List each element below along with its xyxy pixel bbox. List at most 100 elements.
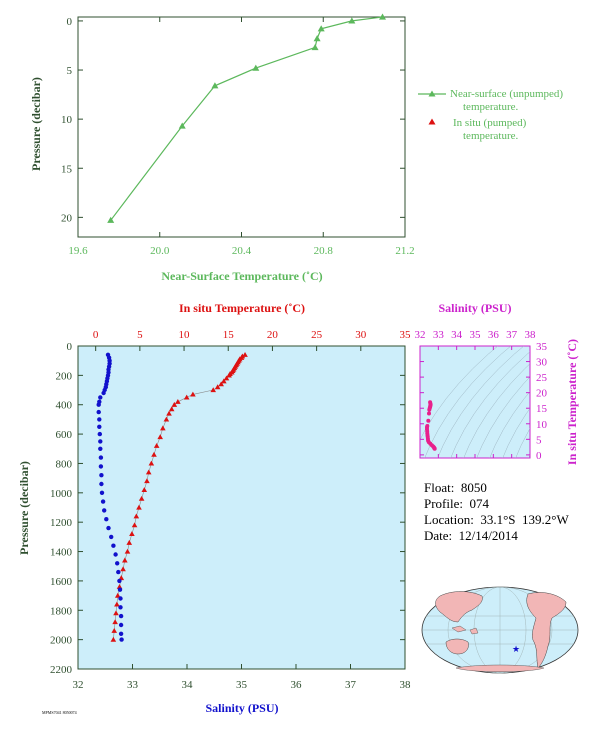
salinity-point <box>106 525 111 531</box>
legend-label-in-situ-2: temperature. <box>463 130 519 142</box>
temperature-point <box>122 557 128 563</box>
salinity-point <box>102 508 107 513</box>
temperature-point <box>110 636 117 642</box>
salinity-point <box>99 473 104 478</box>
top-chart-ytick-label: 5 <box>67 65 73 77</box>
temperature-point <box>183 394 190 400</box>
salinity-point <box>115 561 120 566</box>
ts-ytick-label: 20 <box>536 388 548 400</box>
temperature-point <box>116 583 123 589</box>
near-surface-point <box>379 13 387 20</box>
salinity-point <box>119 637 124 642</box>
profile-bottom-tick-label: 38 <box>400 679 412 691</box>
near-surface-point <box>211 82 219 89</box>
profile-chart: 0 5 10 15 20 25 30 35 32 33 34 35 36 37 38 0 200 400 600 80… <box>50 329 411 691</box>
near-surface-point <box>178 122 186 129</box>
salinity-point <box>99 481 104 487</box>
ts-xtick-label: 32 <box>415 329 426 341</box>
ts-ytick-label: 15 <box>536 403 548 415</box>
float-location: Location: 33.1°S 139.2°W <box>424 512 569 527</box>
top-chart-xtick-label: 20.0 <box>150 245 170 257</box>
temperature-point <box>145 469 152 475</box>
ts-ytick-label: 10 <box>536 419 548 431</box>
top-chart-xlabel: Near-Surface Temperature (˚C) <box>161 269 322 283</box>
profile-ytick-label: 1600 <box>50 576 73 588</box>
salinity-point <box>97 431 103 437</box>
ts-isopycnal-line <box>450 351 530 458</box>
salinity-point <box>109 534 114 540</box>
map-land-antarctica <box>455 664 545 672</box>
ts-xtick-label: 33 <box>433 329 445 341</box>
temperature-point <box>157 434 163 440</box>
profile-number: Profile: 074 <box>424 496 489 511</box>
ts-isopycnal-line <box>502 407 530 458</box>
legend-label-in-situ: In situ (pumped) <box>453 117 527 129</box>
near-surface-point <box>311 43 319 51</box>
temperature-point <box>223 375 230 381</box>
profile-top-tick-label: 20 <box>267 329 279 341</box>
ts-point <box>427 411 431 416</box>
profile-ytick-label: 1200 <box>50 517 73 529</box>
ts-isopycnal-line <box>437 346 525 458</box>
footer-code: MPMS7041 8050074 <box>42 710 77 715</box>
temperature-point <box>218 381 224 387</box>
ts-point <box>432 446 437 451</box>
ts-xtick-label: 34 <box>451 329 463 341</box>
temperature-point <box>151 451 157 457</box>
legend-label-near-surface-2: temperature. <box>463 101 519 113</box>
temperature-point <box>141 487 148 492</box>
top-chart-frame <box>77 16 406 238</box>
salinity-point <box>97 417 102 422</box>
salinity-point <box>118 596 123 601</box>
ts-isopycnal-line <box>424 346 512 458</box>
ts-xtick-label: 37 <box>506 329 518 341</box>
map-land-australia <box>445 638 469 655</box>
top-chart-ytick-label: 0 <box>67 16 73 28</box>
near-surface-point <box>348 17 356 24</box>
ts-xtick-label: 36 <box>488 329 500 341</box>
ts-ytick-label: 0 <box>536 450 542 462</box>
profile-top-axis-label: In situ Temperature (˚C) <box>179 301 305 315</box>
temperature-point <box>171 401 178 407</box>
near-surface-series-line <box>110 16 383 221</box>
profile-ytick-label: 2000 <box>50 635 73 647</box>
temperature-point <box>221 378 227 384</box>
temperature-point <box>153 443 160 448</box>
ts-xtick-label: 35 <box>470 329 482 341</box>
salinity-point <box>116 569 121 575</box>
profile-ytick-label: 200 <box>56 370 73 382</box>
top-chart-ytick-label: 20 <box>61 212 73 224</box>
profile-ytick-label: 1400 <box>50 547 73 559</box>
temperature-point <box>133 513 140 519</box>
profile-plot-area <box>77 345 406 670</box>
salinity-point <box>96 402 101 407</box>
profile-ytick-label: 800 <box>56 458 73 470</box>
near-surface-point <box>313 35 321 42</box>
top-chart-legend: Near-surface (unpumped) temperature. In … <box>418 88 563 142</box>
top-chart-xtick-label: 19.6 <box>68 245 88 257</box>
map-land-indonesia <box>451 625 479 635</box>
ts-point <box>426 418 431 423</box>
map-land-americas <box>526 592 567 669</box>
salinity-point <box>96 409 101 415</box>
salinity-point <box>118 622 124 628</box>
temperature-point <box>131 522 138 528</box>
profile-ytick-label: 1000 <box>50 488 73 500</box>
ts-isopycnal-line <box>489 391 530 458</box>
profile-ytick-label: 0 <box>67 341 73 353</box>
salinity-point <box>98 464 104 469</box>
temperature-point <box>190 391 196 397</box>
top-chart-ylabel: Pressure (decibar) <box>29 77 43 171</box>
ts-isopycnal-line <box>476 376 530 458</box>
salinity-point <box>118 605 123 610</box>
salinity-point <box>99 490 105 495</box>
salinity-point <box>97 424 102 429</box>
temperature-point <box>114 601 120 607</box>
profile-date: Date: 12/14/2014 <box>424 528 518 543</box>
profile-bottom-tick-label: 36 <box>291 679 303 691</box>
legend-marker-near-surface <box>428 90 436 97</box>
salinity-point <box>101 390 106 396</box>
profile-top-tick-label: 35 <box>400 329 412 341</box>
salinity-point <box>98 455 104 460</box>
temperature-point <box>214 384 221 390</box>
